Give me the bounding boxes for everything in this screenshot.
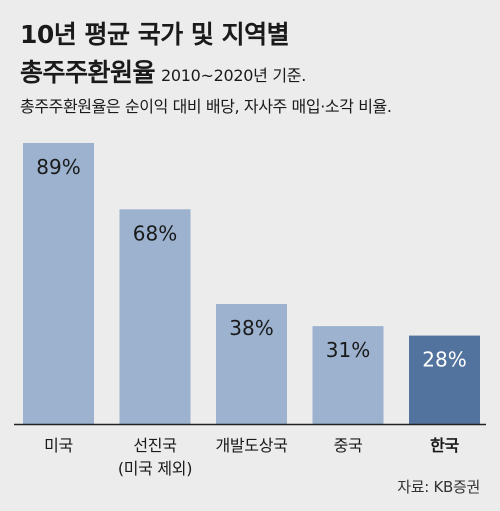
data-label: 31% bbox=[326, 338, 370, 362]
data-label: 68% bbox=[133, 221, 177, 245]
data-label: 38% bbox=[229, 316, 273, 340]
source-note: 자료: KB증권 bbox=[397, 478, 480, 496]
chart-subtitle: 2010~2020년 기준. bbox=[161, 66, 306, 85]
category-label: 미국 bbox=[44, 436, 73, 455]
bar bbox=[23, 143, 94, 424]
chart-title-line1: 10년 평균 국가 및 지역별 bbox=[20, 20, 290, 49]
category-label: 개발도상국 bbox=[215, 436, 287, 455]
bar bbox=[216, 304, 287, 424]
chart-description: 총주주환원율은 순이익 대비 배당, 자사주 매입·소각 비율. bbox=[20, 97, 392, 116]
chart-title-row2: 총주주환원율 2010~2020년 기준. bbox=[20, 58, 306, 91]
bar bbox=[312, 326, 384, 424]
category-label: (미국 제외) bbox=[118, 459, 192, 478]
bar bbox=[409, 335, 480, 424]
chart-title-line2: 총주주환원율 bbox=[20, 58, 156, 87]
category-label: 중국 bbox=[334, 436, 363, 455]
category-label: 한국 bbox=[430, 436, 459, 455]
category-label: 선진국 bbox=[133, 436, 176, 455]
bar bbox=[119, 209, 191, 424]
data-label: 28% bbox=[422, 348, 466, 372]
data-label: 89% bbox=[36, 155, 80, 179]
